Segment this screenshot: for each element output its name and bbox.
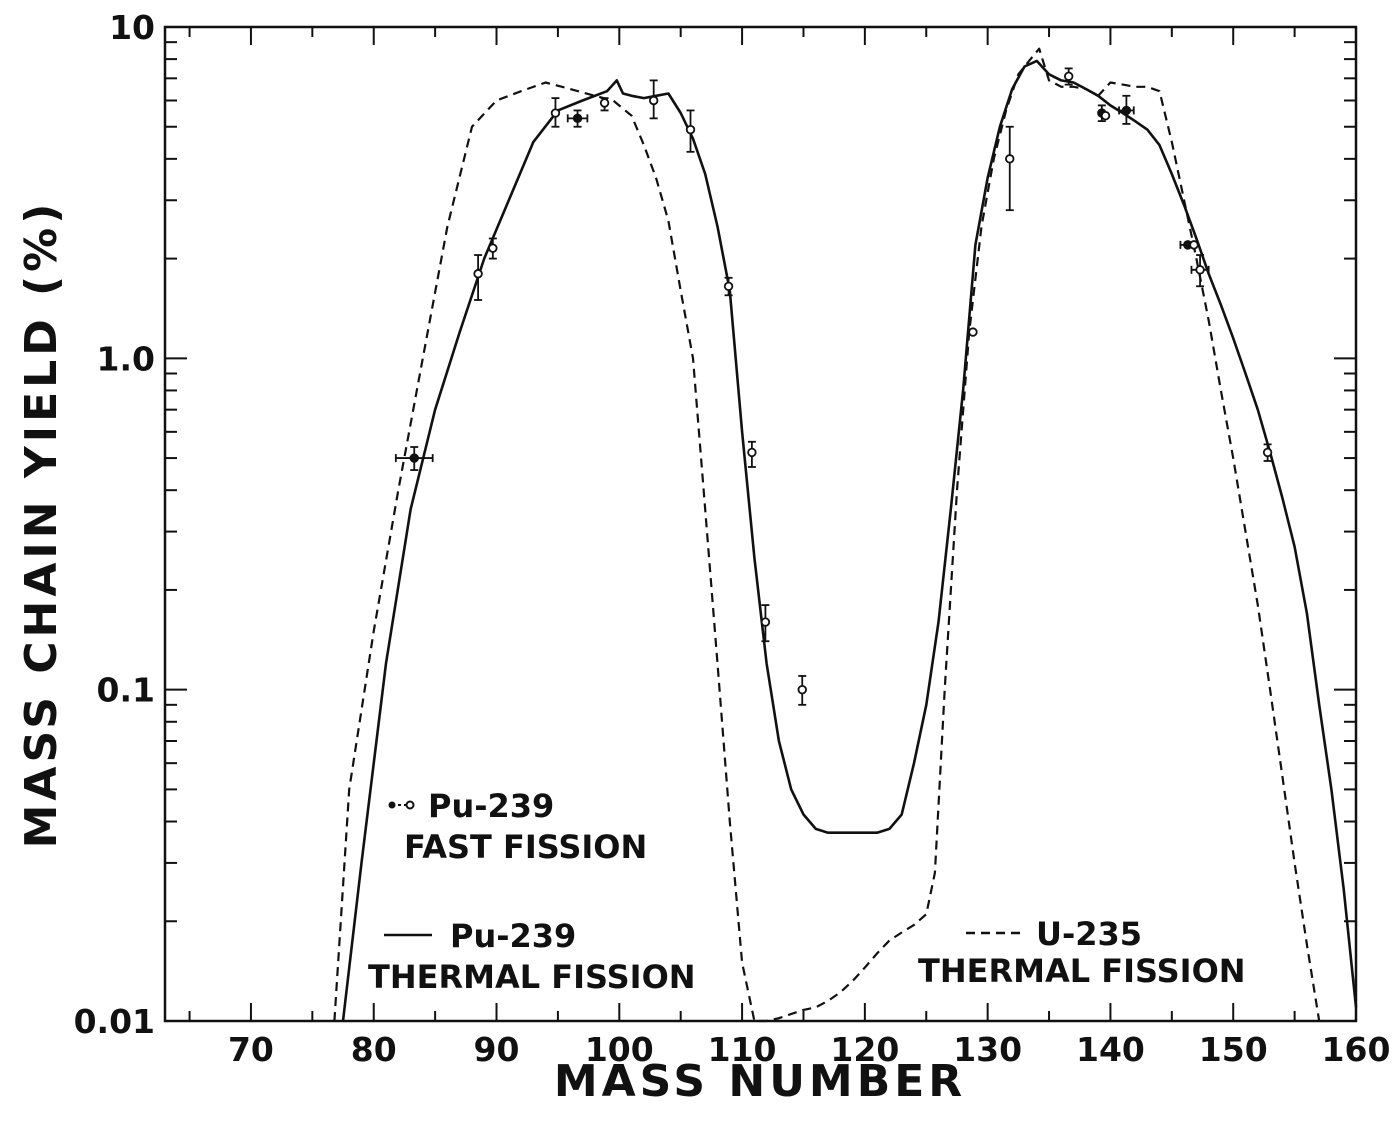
x-axis-title: MASS NUMBER	[554, 1056, 966, 1107]
data-point-open	[488, 243, 498, 253]
x-tick-label: 140	[1076, 1030, 1145, 1069]
y-tick-label: 1.0	[97, 339, 155, 378]
x-tick-label: 130	[953, 1030, 1022, 1069]
legend-label-2b: THERMAL FISSION	[368, 958, 696, 996]
series-line-u235-thermal	[333, 47, 1321, 1023]
series-points	[394, 67, 1273, 706]
legend-label-3b: THERMAL FISSION	[918, 952, 1246, 990]
x-tick-label: 150	[1199, 1030, 1268, 1069]
x-tick-label: 120	[830, 1030, 899, 1069]
y-tick-label: 0.01	[74, 1002, 155, 1041]
data-point-open	[1100, 110, 1111, 121]
x-tick-label: 100	[585, 1030, 654, 1069]
y-axis-title: MASS CHAIN YIELD (%)	[16, 200, 67, 849]
series-line-pu239-thermal	[341, 59, 1358, 1022]
x-tick-label: 70	[228, 1030, 274, 1069]
data-point-open	[747, 447, 757, 458]
data-point-open	[685, 124, 696, 135]
axis-ticks	[165, 27, 1357, 1022]
data-point-filled	[1121, 105, 1132, 116]
data-point-open	[968, 327, 978, 337]
legend-label-3a: U-235	[1036, 915, 1142, 953]
data-point-open	[1063, 71, 1074, 81]
data-point-open	[1189, 240, 1199, 250]
data-point-open	[599, 98, 610, 108]
tick-labels: 70 80 90 100 110 120 130 140 150 160 0.01 0.1 1.0 10	[74, 8, 1391, 1069]
legend-label-2a: Pu-239	[450, 917, 576, 955]
legend-item-u235-thermal: U-235 THERMAL FISSION	[918, 915, 1246, 990]
legend-open-marker	[405, 800, 415, 810]
legend-label-1a: Pu-239	[428, 787, 554, 825]
y-tick-label: 0.1	[97, 671, 155, 710]
legend-item-pu239-thermal: Pu-239 THERMAL FISSION	[368, 917, 696, 996]
y-tick-label: 10	[109, 8, 155, 47]
data-point-open	[1005, 154, 1015, 164]
data-point-open	[760, 617, 771, 627]
data-point-filled	[572, 113, 583, 124]
legend: Pu-239 FAST FISSION Pu-239 THERMAL FISSI…	[368, 787, 1246, 996]
data-point-open	[723, 281, 734, 291]
data-point-open	[1262, 447, 1273, 458]
data-point-filled	[409, 453, 419, 463]
data-point-open	[648, 95, 659, 106]
plot-frame	[163, 25, 1358, 1023]
data-point-open	[550, 108, 561, 118]
legend-label-1b: FAST FISSION	[404, 828, 647, 866]
x-tick-label: 160	[1322, 1030, 1391, 1069]
data-point-open	[797, 684, 807, 695]
x-tick-label: 80	[351, 1030, 397, 1069]
legend-item-pu239-fast: Pu-239 FAST FISSION	[388, 787, 647, 866]
series-lines	[333, 47, 1358, 1023]
x-tick-label: 110	[708, 1030, 777, 1069]
x-tick-label: 90	[474, 1030, 520, 1069]
data-point-open	[473, 269, 483, 279]
data-point-open	[1195, 265, 1205, 275]
